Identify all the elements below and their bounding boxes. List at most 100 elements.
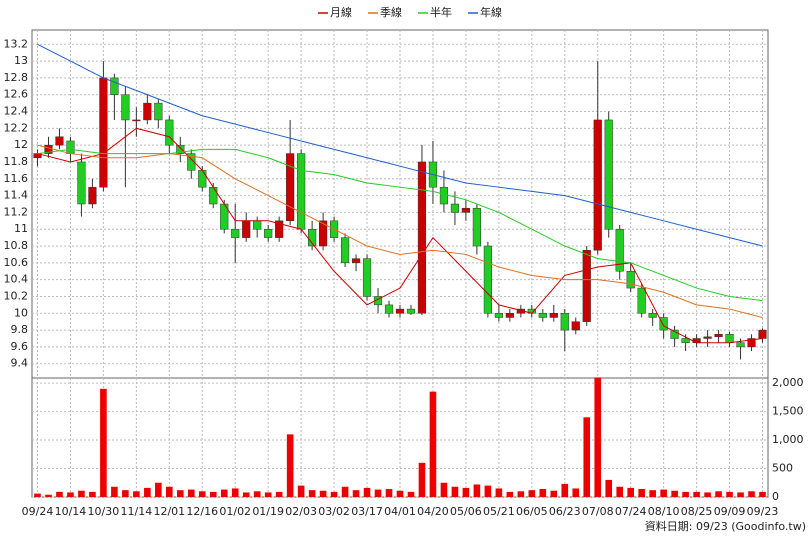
volume-bar (572, 488, 580, 497)
candle-body (406, 308, 416, 314)
candle-body (110, 77, 119, 95)
volume-bar (78, 490, 85, 497)
volume-bar (56, 491, 63, 497)
y-tick-label: 11.8 (4, 155, 29, 168)
candle-body (747, 338, 756, 348)
candle-body (395, 308, 405, 314)
x-tick-label: 09/24 (22, 505, 54, 518)
volume-bar (155, 482, 162, 497)
y-tick-label: 12 (14, 138, 28, 151)
x-tick-label: 05/06 (450, 505, 482, 518)
y-tick-label: 9.8 (11, 323, 29, 336)
volume-bar (726, 491, 733, 497)
candle-body (351, 258, 361, 264)
candle-body (604, 119, 613, 230)
volume-bar (495, 488, 503, 497)
volume-bar (715, 491, 722, 497)
volume-bar (45, 494, 52, 497)
candle-body (198, 170, 207, 188)
candle-body (176, 144, 185, 154)
candle-body (242, 220, 251, 238)
candle-body (77, 161, 86, 205)
volume-bar (429, 391, 437, 497)
candle-body (736, 342, 745, 348)
candle-body (714, 334, 723, 338)
candle-body (253, 220, 262, 230)
volume-tick-label: 500 (772, 462, 793, 475)
volume-bar (704, 492, 711, 497)
x-tick-label: 03/17 (351, 505, 383, 518)
ma-line (37, 148, 763, 302)
volume-bar (528, 490, 536, 497)
volume-bar (473, 484, 481, 497)
volume-tick-label: 1,500 (772, 405, 804, 418)
candle-body (165, 119, 174, 146)
candle-body (286, 153, 295, 222)
x-tick-label: 01/19 (252, 505, 284, 518)
volume-bar (264, 492, 272, 497)
volume-bar (341, 486, 349, 497)
volume-bar (759, 491, 766, 497)
x-tick-label: 07/24 (615, 505, 647, 518)
volume-bar (330, 491, 338, 497)
y-tick-label: 11.4 (4, 189, 29, 202)
legend-label: 月線 (330, 5, 352, 19)
x-tick-label: 05/21 (483, 505, 515, 518)
volume-bar (451, 486, 459, 497)
candle-body (703, 336, 712, 339)
volume-bar (144, 487, 151, 497)
x-tick-label: 04/20 (417, 505, 449, 518)
candle-body (670, 329, 679, 339)
volume-bar (627, 487, 634, 497)
y-tick-label: 12.8 (4, 71, 29, 84)
volume-bar (319, 490, 327, 497)
candle-body (362, 258, 372, 297)
volume-bar (737, 492, 744, 497)
volume-bar (253, 491, 261, 497)
volume-tick-label: 0 (772, 490, 779, 503)
ma-line (37, 127, 763, 344)
volume-bar (242, 492, 250, 497)
candle-body (483, 245, 492, 314)
candle-body (758, 329, 767, 339)
candle-body (450, 203, 460, 213)
candle-body (472, 207, 481, 247)
candle-body (626, 270, 635, 289)
volume-bar (594, 377, 602, 497)
volume-bar (286, 434, 294, 497)
volume-bar (166, 486, 173, 497)
x-tick-label: 03/02 (318, 505, 350, 518)
candle-body (461, 207, 471, 213)
x-tick-label: 08/10 (648, 505, 680, 518)
x-tick-label: 07/08 (582, 505, 614, 518)
candle-body (593, 119, 602, 251)
y-tick-label: 12.6 (4, 88, 29, 101)
ma-line (37, 144, 763, 318)
x-tick-label: 09/23 (747, 505, 779, 518)
volume-bar (418, 462, 426, 497)
x-tick-label: 10/14 (55, 505, 87, 518)
volume-bar (649, 490, 656, 497)
candle-body (505, 313, 514, 318)
volume-bar (187, 489, 195, 497)
y-tick-label: 11.6 (4, 172, 29, 185)
candle-body (132, 119, 141, 122)
candle-body (637, 287, 646, 314)
legend-label: 季線 (380, 5, 402, 19)
volume-bar (177, 490, 184, 497)
volume-bar (198, 491, 206, 497)
candle-body (88, 186, 97, 205)
volume-bar (660, 489, 667, 497)
y-tick-label: 12.4 (4, 105, 29, 118)
y-tick-label: 10.8 (4, 239, 29, 252)
volume-bar (605, 479, 613, 497)
candle-body (615, 228, 624, 272)
candle-body (648, 313, 657, 318)
volume-bar (220, 489, 228, 497)
x-tick-label: 09/09 (714, 505, 746, 518)
y-tick-label: 10.2 (4, 289, 29, 302)
y-tick-label: 9.6 (11, 340, 29, 353)
volume-bar (385, 489, 393, 497)
volume-bar (682, 491, 689, 497)
